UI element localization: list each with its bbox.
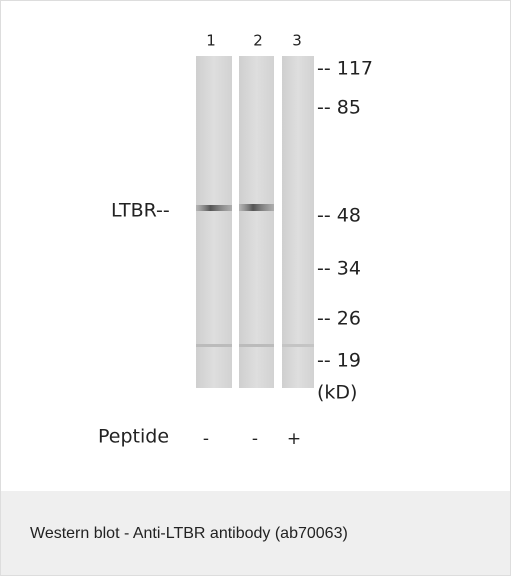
- band-label: LTBR--: [111, 200, 170, 222]
- caption-bar: Western blot - Anti-LTBR antibody (ab700…: [1, 491, 510, 575]
- band: [239, 344, 274, 347]
- lane: [282, 56, 314, 388]
- unit-label: (kD): [317, 382, 357, 404]
- marker-label: -- 117: [317, 58, 373, 80]
- band: [196, 344, 232, 347]
- band: [282, 344, 314, 347]
- marker-label: -- 26: [317, 308, 361, 330]
- peptide-state: -: [203, 429, 209, 449]
- blot-image: LTBR-- (kD) Peptide 1 2 3 -- 117 -- 85 -- 48 -…: [1, 1, 510, 491]
- marker-label: -- 34: [317, 258, 361, 280]
- lane-label: 1: [206, 32, 216, 50]
- peptide-label: Peptide: [98, 426, 169, 448]
- lane: [196, 56, 232, 388]
- marker-label: -- 85: [317, 97, 361, 119]
- page: LTBR-- (kD) Peptide 1 2 3 -- 117 -- 85 -- 48 -…: [0, 0, 511, 576]
- lane-label: 2: [253, 32, 263, 50]
- marker-label: -- 48: [317, 205, 361, 227]
- band: [196, 205, 232, 211]
- peptide-state: +: [287, 429, 301, 449]
- band: [239, 204, 274, 211]
- peptide-state: -: [252, 429, 258, 449]
- caption: Western blot - Anti-LTBR antibody (ab700…: [30, 525, 348, 543]
- marker-label: -- 19: [317, 350, 361, 372]
- lane-label: 3: [292, 32, 302, 50]
- lane: [239, 56, 274, 388]
